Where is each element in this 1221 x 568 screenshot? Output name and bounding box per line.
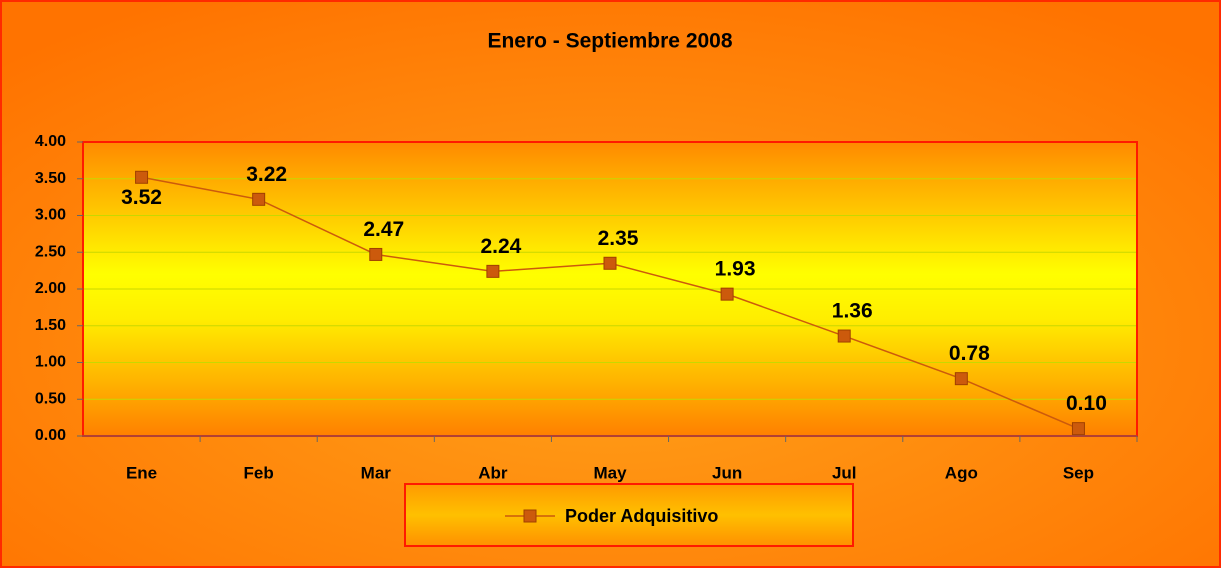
y-tick-label: 3.50 [35,170,66,187]
x-tick-label: Mar [361,463,392,482]
marker [1071,422,1085,436]
x-tick-label: Feb [244,463,274,482]
marker [252,192,266,206]
grid [83,178,1137,400]
x-tick-label: Ene [126,463,157,482]
chart-title: Enero - Septiembre 2008 [487,30,732,53]
x-tick-label: May [593,463,627,482]
x-tick-label: Jun [712,463,742,482]
legend [404,483,854,547]
y-tick-label: 1.50 [35,317,66,334]
marker [720,287,734,301]
x-tick-label: Sep [1063,463,1094,482]
y-tick-label: 2.00 [35,280,66,297]
y-tick-label: 0.50 [35,390,66,407]
y-tick-label: 1.00 [35,354,66,371]
x-tick-label: Jul [832,463,857,482]
x-tick-label: Ago [945,463,978,482]
data-label: 2.35 [598,227,639,250]
data-label: 2.47 [363,218,404,241]
data-label: 2.24 [480,235,521,258]
data-label: 1.36 [832,300,873,323]
legend-label: Poder Adquisitivo [565,506,718,526]
data-label: 0.78 [949,342,990,365]
marker [486,264,500,278]
x-tick-label: Abr [478,463,508,482]
marker [369,247,383,261]
marker [837,329,851,343]
legend-marker [523,509,537,523]
y-tick-label: 0.00 [35,427,66,444]
y-tick-label: 2.50 [35,243,66,260]
data-label: 3.22 [246,163,287,186]
y-tick-label: 3.00 [35,207,66,224]
data-label: 3.52 [121,186,162,209]
data-label: 0.10 [1066,392,1107,415]
marker [603,256,617,270]
marker [135,170,149,184]
y-tick-label: 4.00 [35,133,66,150]
data-label: 1.93 [715,258,756,281]
marker [954,372,968,386]
